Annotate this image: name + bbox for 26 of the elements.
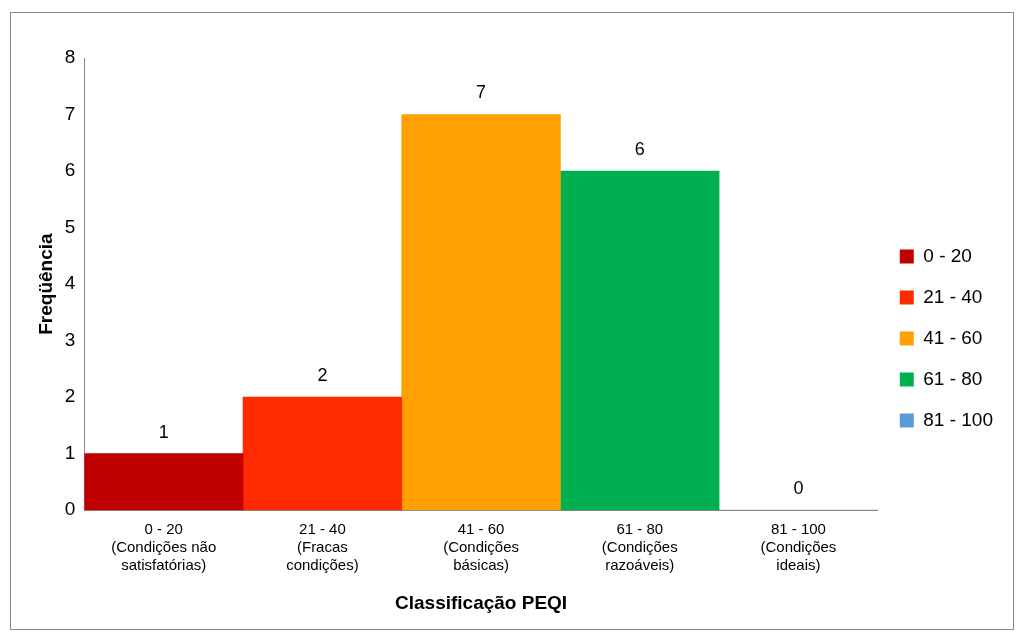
- x-tick-label: 21 - 40 (Fracas condições): [286, 520, 359, 574]
- x-axis-title: Classificação PEQI: [395, 591, 568, 613]
- y-axis-title: Freqüência: [34, 232, 56, 335]
- legend-label: 81 - 100: [923, 408, 994, 430]
- data-label: 6: [634, 139, 645, 160]
- data-label: 0: [793, 478, 804, 499]
- x-tick-label: 41 - 60 (Condições básicas): [443, 520, 520, 574]
- legend-label: 41 - 60: [923, 326, 983, 348]
- x-tick-label: 81 - 100 (Condições ideais): [760, 520, 837, 574]
- y-tick-label: 8: [64, 46, 76, 68]
- y-tick-label: 5: [64, 215, 76, 237]
- y-tick-label: 7: [64, 102, 76, 124]
- y-tick-label: 4: [64, 272, 76, 294]
- data-label: 1: [158, 421, 169, 442]
- y-tick-label: 6: [64, 159, 76, 181]
- y-tick-label: 3: [64, 328, 76, 350]
- data-label: 2: [317, 365, 328, 386]
- y-tick-label: 1: [64, 441, 76, 463]
- x-tick-label: 61 - 80 (Condições razoáveis): [601, 520, 678, 574]
- y-tick-label: 2: [64, 385, 76, 407]
- legend-label: 21 - 40: [923, 285, 983, 307]
- y-tick-label: 0: [64, 498, 76, 520]
- data-label: 7: [476, 82, 487, 103]
- x-tick-label: 0 - 20 (Condições não satisfatórias): [111, 520, 217, 574]
- legend-label: 61 - 80: [923, 367, 983, 389]
- legend-label: 0 - 20: [923, 244, 972, 266]
